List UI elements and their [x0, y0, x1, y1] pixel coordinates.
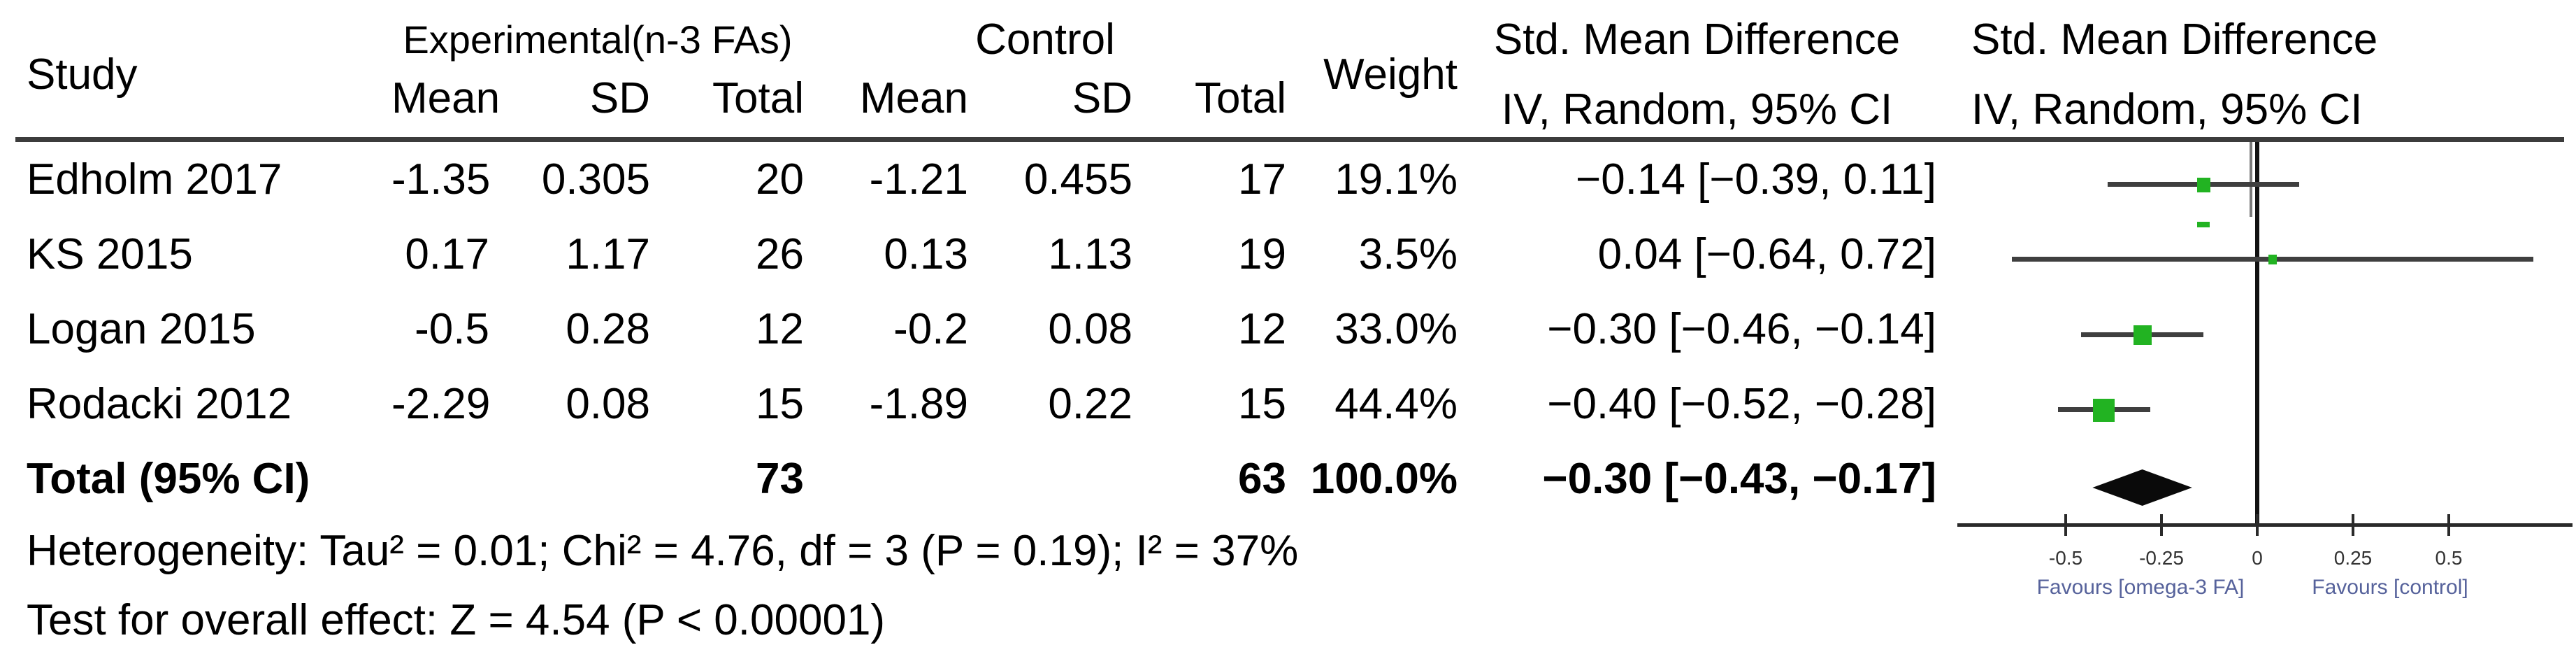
weight: 3.5% — [1358, 230, 1458, 278]
effect-marker-3 — [2093, 398, 2115, 422]
ctl-total: 17 — [1238, 155, 1286, 204]
axis-tick-label-3: 0.25 — [2333, 547, 2373, 569]
ctl-mean: -1.21 — [869, 155, 968, 204]
zero-effect-line — [2255, 142, 2259, 526]
study-name: Rodacki 2012 — [27, 380, 292, 428]
header-group-experimental: Experimental(n-3 FAs) — [403, 17, 793, 62]
exp-total: 12 — [756, 305, 804, 353]
total-row: Total (95% CI) 73 63 100.0% −0.30 [−0.43… — [27, 441, 1936, 516]
header-group-control: Control — [975, 15, 1115, 64]
exp-sd: 1.17 — [566, 230, 650, 278]
header-smd-title: Std. Mean Difference — [1493, 15, 1901, 64]
ctl-sd: 0.22 — [1048, 380, 1132, 428]
exp-sd: 0.28 — [566, 305, 650, 353]
exp-mean: -1.35 — [391, 155, 491, 204]
table-row: Logan 2015 -0.5 0.28 12 -0.2 0.08 12 33.… — [27, 292, 1936, 367]
total-smd-ci: −0.30 [−0.43, −0.17] — [1542, 455, 1936, 503]
axis-tick-3 — [2352, 514, 2354, 536]
weight: 33.0% — [1334, 305, 1458, 353]
exp-sd: 0.08 — [566, 380, 650, 428]
axis-tick-0 — [2064, 514, 2067, 536]
total-diamond — [2092, 469, 2192, 506]
header-plot-title: Std. Mean Difference — [1971, 15, 2378, 64]
axis-tick-label-4: 0.5 — [2435, 547, 2463, 569]
effect-marker-2 — [2133, 325, 2152, 345]
header-plot-subtitle: IV, Random, 95% CI — [1971, 85, 2363, 134]
ctl-total: 19 — [1238, 230, 1286, 278]
header-exp-total: Total — [712, 73, 804, 122]
total-weight: 100.0% — [1310, 455, 1458, 503]
header-ctl-total: Total — [1195, 73, 1286, 122]
table-row: Edholm 2017 -1.35 0.305 20 -1.21 0.455 1… — [27, 142, 1936, 217]
ctl-sd: 0.455 — [1023, 155, 1132, 204]
header-rule — [15, 137, 2564, 142]
header-study: Study — [27, 50, 138, 99]
study-name: Edholm 2017 — [27, 155, 282, 204]
effect-marker-0 — [2196, 177, 2210, 192]
exp-sd: 0.305 — [541, 155, 650, 204]
effect-marker-1 — [2268, 255, 2277, 264]
total-ctl-n: 63 — [1238, 455, 1286, 503]
axis-tick-1 — [2160, 514, 2163, 536]
table-row: Rodacki 2012 -2.29 0.08 15 -1.89 0.22 15… — [27, 367, 1936, 441]
weight: 19.1% — [1334, 155, 1458, 204]
heterogeneity-text: Heterogeneity: Tau² = 0.01; Chi² = 4.76,… — [27, 527, 1299, 575]
study-name: Logan 2015 — [27, 305, 256, 353]
table-row: KS 2015 0.17 1.17 26 0.13 1.13 19 3.5% 0… — [27, 217, 1936, 292]
header-exp-sd: SD — [589, 73, 650, 122]
axis-tick-label-1: -0.25 — [2139, 547, 2184, 569]
smd-ci: −0.40 [−0.52, −0.28] — [1547, 380, 1936, 428]
stray-green-mark-artifact — [2197, 222, 2210, 227]
ctl-mean: -1.89 — [869, 380, 968, 428]
exp-mean: -0.5 — [415, 305, 489, 353]
ctl-total: 12 — [1238, 305, 1286, 353]
smd-ci: 0.04 [−0.64, 0.72] — [1597, 230, 1936, 278]
exp-total: 15 — [756, 380, 804, 428]
header-smd-subtitle: IV, Random, 95% CI — [1501, 85, 1893, 134]
header-exp-mean: Mean — [391, 73, 501, 122]
exp-mean: 0.17 — [405, 230, 489, 278]
header-ctl-sd: SD — [1072, 73, 1132, 122]
study-name: KS 2015 — [27, 230, 193, 278]
ctl-total: 15 — [1238, 380, 1286, 428]
total-exp-n: 73 — [756, 455, 804, 503]
header-subrow: Mean SD Total Mean SD Total — [27, 63, 1936, 133]
x-axis — [1957, 523, 2573, 527]
ctl-mean: 0.13 — [884, 230, 968, 278]
total-label: Total (95% CI) — [27, 455, 310, 503]
header-weight: Weight — [1323, 50, 1458, 99]
smd-ci: −0.30 [−0.46, −0.14] — [1547, 305, 1936, 353]
exp-total: 20 — [756, 155, 804, 204]
exp-mean: -2.29 — [391, 380, 491, 428]
axis-tick-2 — [2256, 514, 2259, 536]
axis-tick-4 — [2447, 514, 2450, 536]
exp-total: 26 — [756, 230, 804, 278]
header-ctl-mean: Mean — [859, 73, 968, 122]
ctl-sd: 1.13 — [1048, 230, 1132, 278]
overall-effect-text: Test for overall effect: Z = 4.54 (P < 0… — [27, 596, 886, 644]
ctl-sd: 0.08 — [1048, 305, 1132, 353]
forest-plot-panel: -0.5 -0.25 0 0.25 0.5 Favours [omega-3 FA] Fav… — [1936, 140, 2576, 652]
favours-left-label: Favours [omega-3 FA] — [2036, 576, 2245, 599]
smd-ci: −0.14 [−0.39, 0.11] — [1576, 155, 1936, 204]
favours-right-label: Favours [control] — [2312, 576, 2468, 599]
ctl-mean: -0.2 — [893, 305, 968, 353]
weight: 44.4% — [1334, 380, 1458, 428]
zero-line-artifact — [2250, 142, 2252, 217]
axis-tick-label-0: -0.5 — [2048, 547, 2083, 569]
axis-tick-label-2: 0 — [2252, 547, 2263, 569]
